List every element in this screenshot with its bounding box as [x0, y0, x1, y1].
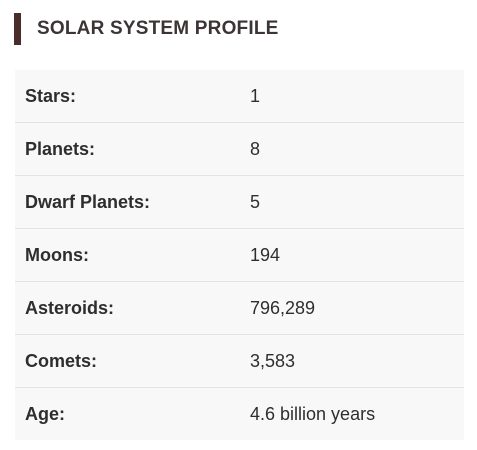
row-value: 5: [250, 175, 464, 229]
row-label: Comets:: [15, 334, 250, 388]
row-value: 1: [250, 70, 464, 123]
row-label: Dwarf Planets:: [15, 175, 250, 229]
row-value: 4.6 billion years: [250, 403, 376, 424]
row-label: Planets:: [15, 122, 250, 176]
row-label: Stars:: [15, 70, 250, 123]
row-value: 8: [250, 122, 464, 176]
profile-table: Stars: 1 Planets: 8 Dwarf Planets: 5 Moo…: [15, 70, 464, 440]
table-row-comets: Comets: 3,583: [15, 334, 464, 388]
table-row-moons: Moons: 194: [15, 228, 464, 282]
profile-title: SOLAR SYSTEM PROFILE: [37, 18, 279, 39]
row-value: 194: [250, 228, 464, 282]
table-row-stars: Stars: 1: [15, 70, 464, 123]
table-row-asteroids: Asteroids: 796,289: [15, 281, 464, 335]
row-label: Moons:: [15, 228, 250, 282]
table-row-planets: Planets: 8: [15, 122, 464, 176]
row-label: Age:: [25, 403, 65, 424]
accent-bar: [14, 13, 21, 45]
row-value: 3,583: [250, 334, 464, 388]
row-value: 796,289: [250, 281, 464, 335]
row-label: Asteroids:: [15, 281, 250, 335]
table-row-age: Age: 4.6 billion years: [15, 388, 464, 441]
profile-header: SOLAR SYSTEM PROFILE: [14, 13, 279, 45]
table-row-dwarf-planets: Dwarf Planets: 5: [15, 175, 464, 229]
